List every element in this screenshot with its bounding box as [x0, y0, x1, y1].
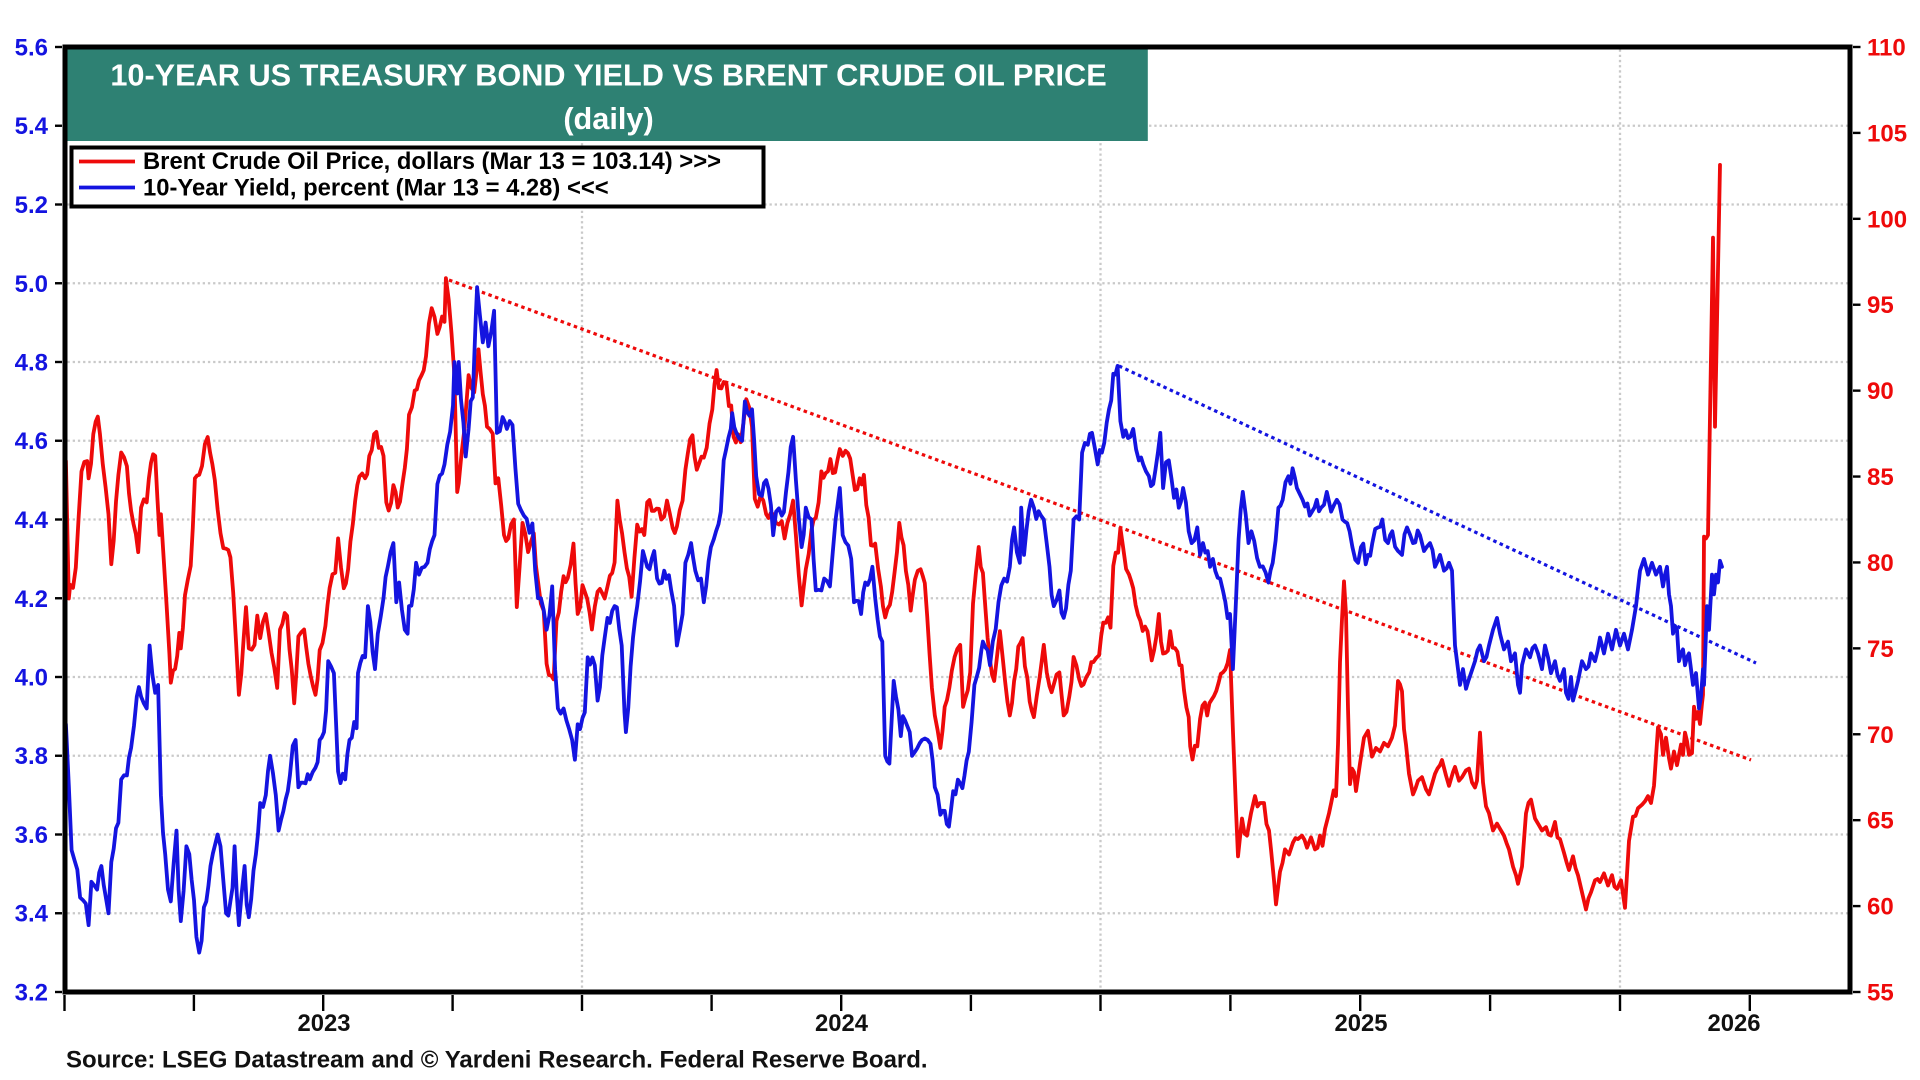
svg-text:4.8: 4.8: [15, 350, 48, 377]
svg-text:3.4: 3.4: [15, 901, 49, 928]
svg-text:10-Year Yield, percent (Mar 13: 10-Year Yield, percent (Mar 13 = 4.28) <…: [143, 174, 609, 201]
svg-text:100: 100: [1867, 206, 1907, 233]
svg-text:5.6: 5.6: [15, 35, 48, 62]
svg-text:3.2: 3.2: [15, 980, 48, 1007]
svg-text:5.2: 5.2: [15, 192, 48, 219]
svg-text:105: 105: [1867, 120, 1907, 147]
svg-text:5.4: 5.4: [15, 113, 49, 140]
svg-text:Brent Crude Oil Price, dollars: Brent Crude Oil Price, dollars (Mar 13 =…: [143, 148, 721, 175]
svg-text:2023: 2023: [298, 1010, 351, 1037]
svg-text:85: 85: [1867, 464, 1894, 491]
svg-text:5.0: 5.0: [15, 271, 48, 298]
svg-text:2025: 2025: [1335, 1010, 1388, 1037]
svg-text:95: 95: [1867, 292, 1894, 319]
svg-text:110: 110: [1867, 35, 1906, 62]
svg-text:80: 80: [1867, 550, 1894, 577]
svg-text:4.2: 4.2: [15, 586, 48, 613]
svg-text:65: 65: [1867, 808, 1894, 835]
svg-text:4.0: 4.0: [15, 665, 48, 692]
svg-text:Source: LSEG Datastream and ©: Source: LSEG Datastream and © Yardeni Re…: [66, 1047, 928, 1074]
svg-text:70: 70: [1867, 722, 1894, 749]
svg-text:4.4: 4.4: [15, 507, 49, 534]
svg-text:2026: 2026: [1708, 1010, 1761, 1037]
svg-text:75: 75: [1867, 636, 1894, 663]
svg-text:3.6: 3.6: [15, 822, 48, 849]
svg-text:4.6: 4.6: [15, 428, 48, 455]
svg-text:2024: 2024: [815, 1010, 869, 1037]
svg-text:10-YEAR US TREASURY BOND YIELD: 10-YEAR US TREASURY BOND YIELD VS BRENT …: [110, 58, 1106, 93]
svg-text:(daily): (daily): [563, 101, 653, 136]
svg-text:55: 55: [1867, 980, 1894, 1007]
svg-text:3.8: 3.8: [15, 743, 48, 770]
svg-text:90: 90: [1867, 378, 1894, 405]
svg-text:60: 60: [1867, 894, 1894, 921]
